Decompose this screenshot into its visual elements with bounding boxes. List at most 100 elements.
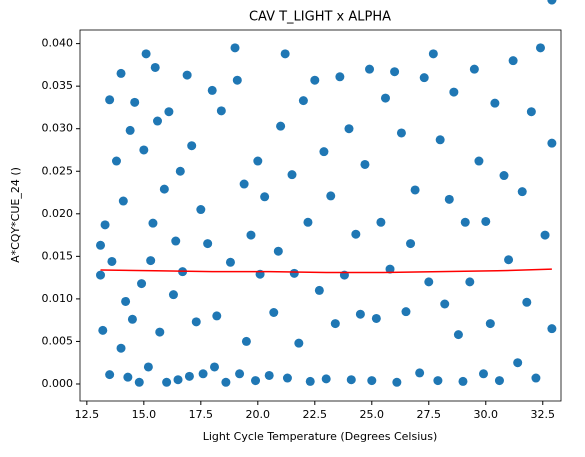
scatter-point bbox=[159, 184, 169, 194]
scatter-point bbox=[130, 97, 140, 107]
scatter-point bbox=[346, 375, 356, 385]
scatter-point bbox=[547, 138, 557, 148]
x-axis-label: Light Cycle Temperature (Degrees Celsius… bbox=[203, 430, 438, 443]
scatter-point bbox=[96, 240, 106, 250]
scatter-point bbox=[371, 313, 381, 323]
scatter-point bbox=[526, 107, 536, 117]
scatter-point bbox=[221, 377, 231, 387]
x-tick-label: 15.0 bbox=[132, 408, 157, 421]
scatter-point bbox=[504, 255, 514, 265]
scatter-point bbox=[433, 376, 443, 386]
scatter-point bbox=[143, 362, 153, 372]
scatter-point bbox=[260, 192, 270, 202]
scatter-point bbox=[230, 43, 240, 53]
scatter-point bbox=[123, 372, 133, 382]
scatter-point bbox=[239, 179, 249, 189]
scatter-point bbox=[241, 336, 251, 346]
scatter-point bbox=[535, 43, 545, 53]
scatter-point bbox=[321, 374, 331, 384]
scatter-point bbox=[494, 376, 504, 386]
scatter-point bbox=[216, 106, 226, 116]
scatter-point bbox=[251, 376, 261, 386]
scatter-point bbox=[355, 309, 365, 319]
chart-title: CAV T_LIGHT x ALPHA bbox=[249, 10, 391, 25]
plot-frame bbox=[79, 29, 562, 402]
scatter-point bbox=[435, 135, 445, 145]
scatter-point bbox=[376, 217, 386, 227]
scatter-point bbox=[162, 377, 172, 387]
scatter-point bbox=[146, 256, 156, 266]
y-tick-label: 0.030 bbox=[42, 122, 74, 135]
x-tick-label: 12.5 bbox=[75, 408, 100, 421]
scatter-point bbox=[540, 230, 550, 240]
x-tick-label: 22.5 bbox=[303, 408, 328, 421]
scatter-point bbox=[100, 220, 110, 230]
scatter-point bbox=[305, 376, 315, 386]
scatter-point bbox=[173, 375, 183, 385]
x-tick-label: 17.5 bbox=[189, 408, 214, 421]
y-tick-label: 0.040 bbox=[42, 37, 74, 50]
x-tick-label: 32.5 bbox=[531, 408, 556, 421]
scatter-point bbox=[164, 107, 174, 117]
scatter-point bbox=[148, 218, 158, 228]
scatter-point bbox=[105, 370, 115, 380]
scatter-point bbox=[171, 236, 181, 246]
x-tick-label: 27.5 bbox=[417, 408, 442, 421]
scatter-point bbox=[380, 93, 390, 103]
y-tick-label: 0.035 bbox=[42, 79, 74, 92]
scatter-point bbox=[392, 377, 402, 387]
scatter-point bbox=[235, 369, 245, 379]
scatter-point bbox=[367, 376, 377, 386]
scatter-point bbox=[508, 56, 518, 66]
scatter-point bbox=[522, 297, 532, 307]
x-tick-label: 25.0 bbox=[360, 408, 385, 421]
scatter-point bbox=[406, 239, 416, 249]
y-tick-label: 0.020 bbox=[42, 207, 74, 220]
fit-line bbox=[100, 268, 552, 274]
y-axis-label: A*CQY*CUE_24 () bbox=[9, 167, 22, 263]
scatter-point bbox=[440, 299, 450, 309]
scatter-point bbox=[330, 319, 340, 329]
scatter-point bbox=[155, 327, 165, 337]
scatter-point bbox=[269, 308, 279, 318]
scatter-point bbox=[513, 358, 523, 368]
scatter-point bbox=[182, 70, 192, 80]
scatter-point bbox=[485, 319, 495, 329]
scatter-point bbox=[175, 166, 185, 176]
scatter-point bbox=[478, 369, 488, 379]
scatter-point bbox=[150, 62, 160, 72]
scatter-point bbox=[444, 194, 454, 204]
scatter-point bbox=[396, 128, 406, 138]
x-tick-label: 20.0 bbox=[246, 408, 271, 421]
y-tick-label: 0.005 bbox=[42, 334, 74, 347]
scatter-point bbox=[490, 98, 500, 108]
scatter-point bbox=[203, 239, 213, 249]
scatter-point bbox=[314, 285, 324, 295]
scatter-point bbox=[294, 338, 304, 348]
scatter-point bbox=[360, 159, 370, 169]
scatter-point bbox=[107, 256, 117, 266]
scatter-point bbox=[198, 369, 208, 379]
scatter-point bbox=[401, 307, 411, 317]
scatter-point bbox=[134, 377, 144, 387]
scatter-point bbox=[310, 75, 320, 85]
scatter-point bbox=[390, 67, 400, 77]
scatter-point bbox=[276, 121, 286, 131]
scatter-point bbox=[118, 196, 128, 206]
scatter-point bbox=[385, 264, 395, 274]
scatter-point bbox=[168, 290, 178, 300]
x-tick-label: 30.0 bbox=[474, 408, 499, 421]
scatter-point bbox=[280, 49, 290, 59]
scatter-point bbox=[424, 277, 434, 287]
scatter-point bbox=[428, 49, 438, 59]
scatter-point bbox=[326, 191, 336, 201]
scatter-point bbox=[98, 325, 108, 335]
scatter-point bbox=[273, 246, 283, 256]
scatter-point bbox=[212, 311, 222, 321]
scatter-point bbox=[303, 217, 313, 227]
scatter-point bbox=[474, 156, 484, 166]
scatter-point bbox=[264, 370, 274, 380]
scatter-point bbox=[246, 230, 256, 240]
scatter-point bbox=[116, 68, 126, 78]
scatter-point bbox=[453, 330, 463, 340]
